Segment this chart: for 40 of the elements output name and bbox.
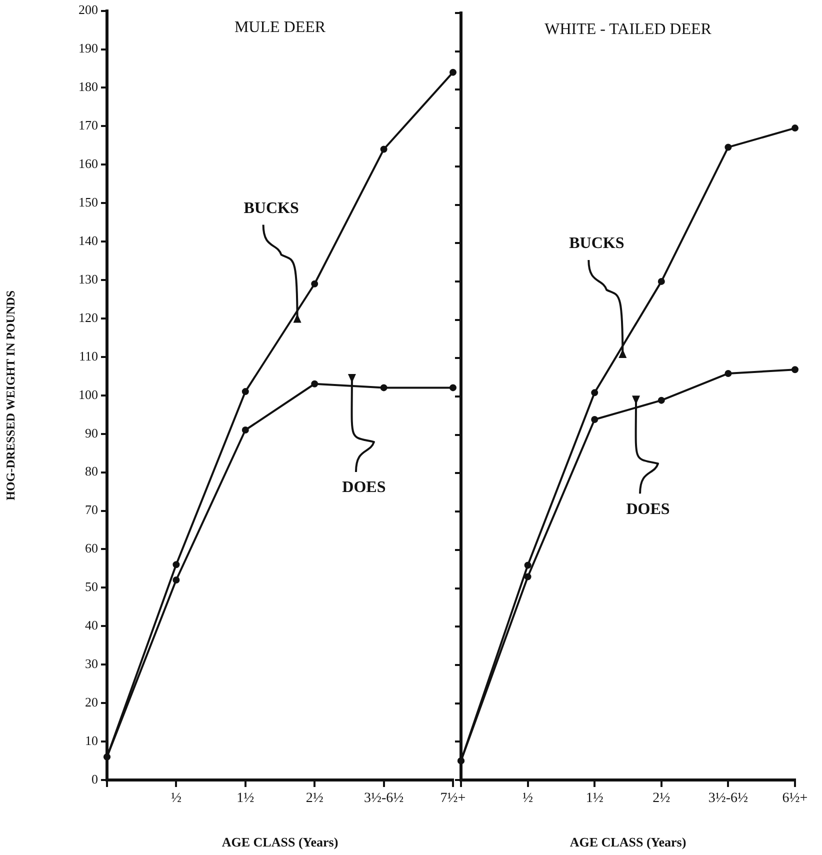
y-tick-label: 110: [78, 348, 98, 364]
y-tick-label: 50: [85, 579, 98, 594]
y-tick-label: 160: [78, 156, 98, 172]
y-tick-label: 130: [78, 271, 98, 286]
y-tick-label: 90: [85, 425, 98, 440]
x-axis-title: AGE CLASS (Years): [570, 834, 686, 850]
x-tick-label: 2½: [306, 791, 324, 806]
x-axis-title: AGE CLASS (Years): [222, 834, 338, 850]
y-tick-label: 200: [78, 2, 98, 18]
x-tick-label: 2½: [652, 791, 670, 806]
y-tick-label: 0: [92, 771, 98, 786]
text: WHITE - TAILED DEER: [544, 21, 712, 38]
annotation: BUCKS: [244, 200, 299, 217]
y-tick-label: 170: [78, 118, 98, 133]
annotation: DOES: [342, 479, 386, 496]
y-tick-label: 180: [78, 79, 98, 94]
x-tick-label: ½: [170, 791, 182, 806]
y-tick-label: 40: [85, 618, 98, 633]
y-tick-label: 10: [85, 732, 98, 748]
y-tick-label: 100: [78, 386, 98, 402]
y-tick-label: 30: [85, 656, 98, 672]
y-tick-label: 150: [78, 194, 98, 210]
y-tick-label: 20: [85, 694, 98, 710]
y-tick-label: 60: [85, 540, 98, 556]
x-tick-label: 3½-6½: [708, 791, 748, 806]
annotation: DOES: [626, 500, 670, 518]
x-tick-label: 6½+: [782, 791, 808, 806]
y-tick-label: 190: [78, 40, 98, 56]
y-tick-label: 80: [85, 464, 98, 479]
y-tick-label: 120: [78, 310, 98, 325]
y-axis-title: HOG-DRESSED WEIGHT IN POUNDS: [3, 290, 18, 500]
x-tick-label: 7½+: [440, 791, 466, 806]
y-tick-label: 140: [78, 232, 98, 248]
text: MULE DEER: [234, 19, 326, 36]
x-tick-label: ½: [522, 791, 534, 806]
x-tick-label: 1½: [586, 791, 604, 806]
annotation: BUCKS: [569, 235, 624, 252]
y-tick-label: 70: [85, 502, 98, 518]
x-tick-label: 1½: [236, 791, 254, 806]
x-tick-label: 3½-6½: [364, 791, 404, 806]
